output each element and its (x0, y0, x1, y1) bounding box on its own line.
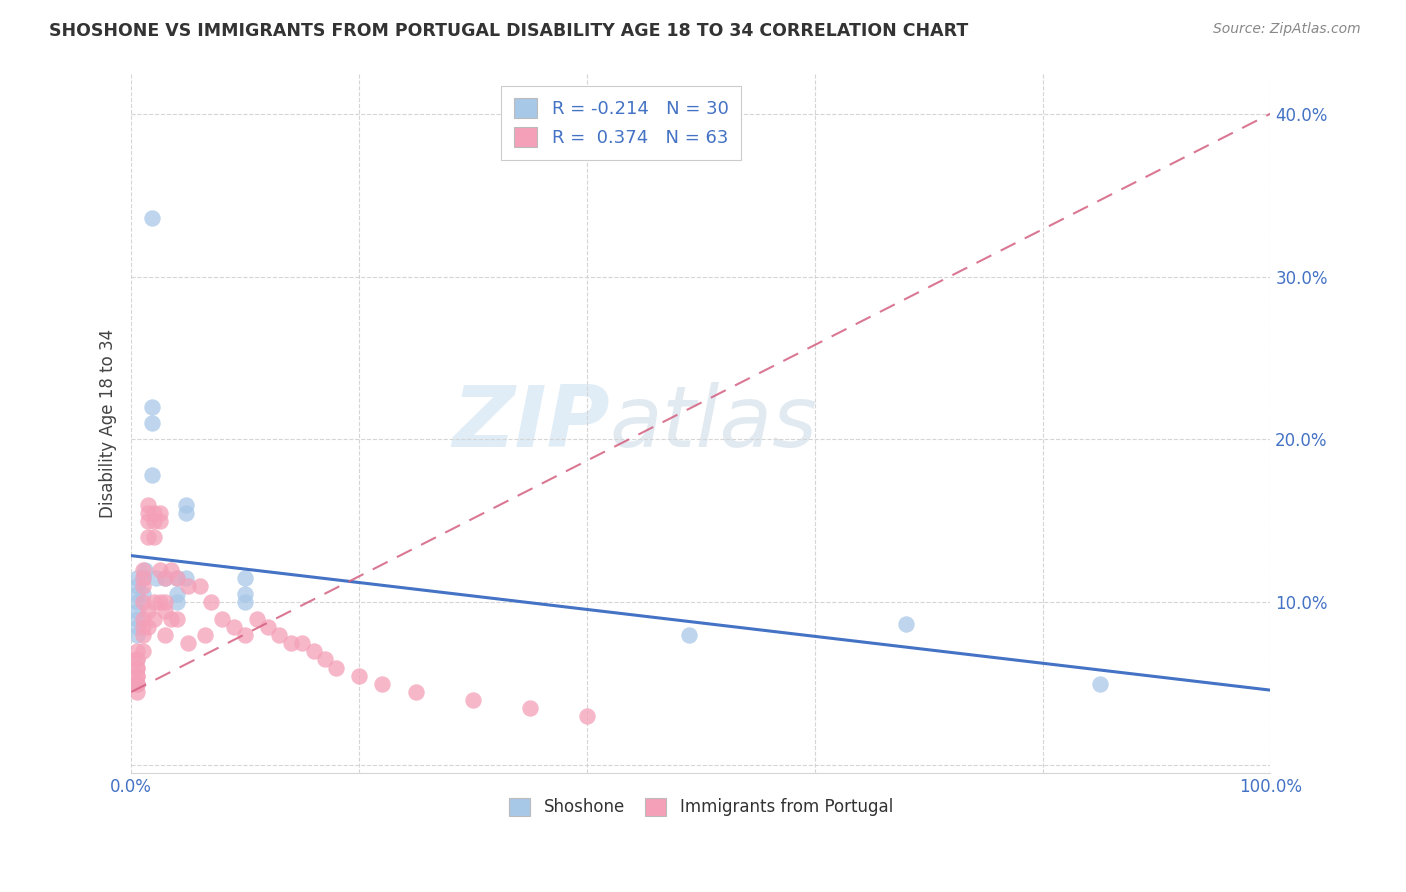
Point (131, 628, 153, 642)
Point (125, 669, 148, 683)
Point (174, 498, 197, 512)
Point (131, 620, 153, 634)
Point (211, 612, 233, 626)
Point (174, 571, 197, 585)
Point (257, 620, 280, 634)
Point (166, 587, 188, 601)
Point (155, 603, 177, 617)
Point (125, 677, 148, 691)
Point (149, 563, 172, 577)
Point (155, 571, 177, 585)
Point (166, 571, 188, 585)
Point (155, 595, 177, 609)
Point (143, 506, 166, 520)
Point (125, 669, 148, 683)
Point (131, 571, 153, 585)
Point (177, 636, 200, 650)
Point (143, 530, 166, 544)
Point (233, 587, 256, 601)
Point (371, 677, 394, 691)
Point (222, 620, 245, 634)
Point (678, 628, 700, 642)
Point (166, 571, 188, 585)
Point (138, 498, 160, 512)
Point (302, 644, 325, 658)
Point (141, 468, 163, 483)
Point (143, 514, 166, 528)
Point (125, 579, 148, 593)
Point (269, 628, 291, 642)
Point (143, 595, 166, 609)
Point (280, 636, 302, 650)
Point (347, 669, 370, 683)
Point (125, 603, 148, 617)
Point (138, 620, 160, 634)
Point (177, 579, 200, 593)
Point (131, 644, 153, 658)
Point (131, 587, 153, 601)
Text: ZIP: ZIP (453, 382, 610, 465)
Point (166, 595, 188, 609)
Text: atlas: atlas (610, 382, 818, 465)
Point (131, 579, 153, 593)
Point (405, 685, 427, 699)
Point (188, 579, 211, 593)
Point (125, 612, 148, 626)
Y-axis label: Disability Age 18 to 34: Disability Age 18 to 34 (100, 328, 117, 517)
Point (125, 660, 148, 674)
Point (125, 595, 148, 609)
Point (575, 709, 598, 723)
Point (314, 652, 336, 666)
Point (149, 595, 172, 609)
Point (125, 677, 148, 691)
Point (125, 571, 148, 585)
Point (131, 563, 153, 577)
Point (141, 400, 163, 414)
Point (131, 595, 153, 609)
Point (138, 603, 160, 617)
Point (155, 628, 177, 642)
Text: Source: ZipAtlas.com: Source: ZipAtlas.com (1213, 22, 1361, 37)
Point (233, 595, 256, 609)
Point (138, 514, 160, 528)
Point (155, 571, 177, 585)
Point (160, 612, 183, 626)
Point (125, 644, 148, 658)
Point (125, 652, 148, 666)
Point (138, 506, 160, 520)
Point (134, 563, 156, 577)
Point (125, 685, 148, 699)
Point (461, 693, 484, 707)
Point (125, 620, 148, 634)
Point (233, 571, 256, 585)
Legend: Shoshone, Immigrants from Portugal: Shoshone, Immigrants from Portugal (501, 789, 901, 824)
Point (149, 506, 172, 520)
Point (141, 416, 163, 430)
Point (194, 628, 217, 642)
Point (166, 612, 188, 626)
Point (143, 612, 166, 626)
Point (149, 514, 172, 528)
Text: SHOSHONE VS IMMIGRANTS FROM PORTUGAL DISABILITY AGE 18 TO 34 CORRELATION CHART: SHOSHONE VS IMMIGRANTS FROM PORTUGAL DIS… (49, 22, 969, 40)
Point (145, 571, 167, 585)
Point (131, 612, 153, 626)
Point (894, 616, 917, 631)
Point (131, 571, 153, 585)
Point (125, 652, 148, 666)
Point (200, 595, 222, 609)
Point (174, 506, 197, 520)
Point (125, 628, 148, 642)
Point (125, 677, 148, 691)
Point (245, 612, 267, 626)
Point (325, 660, 347, 674)
Point (160, 563, 183, 577)
Point (125, 660, 148, 674)
Point (138, 530, 160, 544)
Point (1088, 677, 1111, 691)
Point (233, 628, 256, 642)
Point (291, 636, 314, 650)
Point (141, 211, 163, 225)
Point (519, 701, 541, 715)
Point (125, 587, 148, 601)
